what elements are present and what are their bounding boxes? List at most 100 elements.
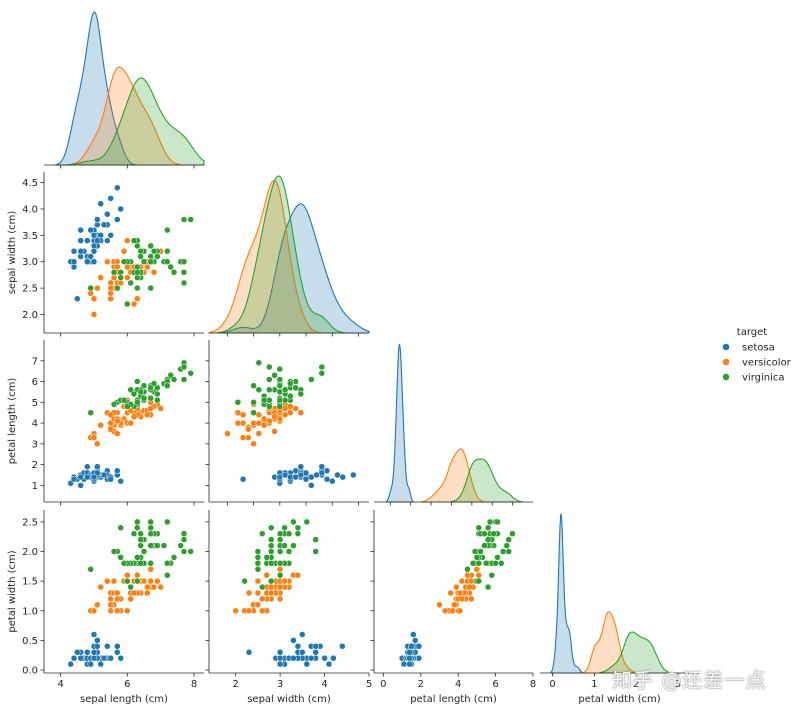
point-virginica-44 [147,384,154,392]
point-virginica-39 [281,542,288,549]
point-versicolor-42 [255,419,263,427]
point-setosa-45 [84,473,91,481]
point-versicolor-49 [266,417,273,425]
kde-virginica-sepal-length [67,77,205,166]
x-tick-label: 2 [418,679,424,690]
point-virginica-30 [170,376,178,383]
legend-marker-setosa [722,343,730,351]
point-virginica-42 [117,274,124,281]
point-virginica-25 [164,560,171,567]
x-tick-label: 0 [549,679,555,690]
point-virginica-31 [187,548,194,555]
point-versicolor-45 [458,595,466,603]
point-virginica-40 [147,524,154,532]
point-versicolor-11 [458,577,466,585]
x-axis-label: petal length (cm) [410,694,497,705]
point-versicolor-18 [130,300,138,308]
point-virginica-19 [124,577,131,585]
x-tick-label: 1 [591,679,597,690]
point-versicolor-37 [239,411,247,419]
point-setosa-41 [74,649,81,656]
point-setosa-34 [87,253,94,260]
point-virginica-29 [164,258,171,265]
point-virginica-45 [147,394,154,402]
point-setosa-15 [114,643,121,650]
point-setosa-38 [70,258,78,265]
point-setosa-49 [90,242,98,250]
point-virginica-29 [488,571,496,579]
point-versicolor-25 [144,583,151,591]
y-axis-label: petal width (cm) [7,550,18,632]
point-versicolor-48 [436,601,443,609]
point-setosa-23 [290,637,297,644]
point-versicolor-49 [114,589,121,597]
point-virginica-19 [241,577,248,585]
point-setosa-14 [117,477,124,485]
point-versicolor-43 [90,295,98,302]
point-setosa-45 [84,258,91,265]
y-tick-label: 5 [32,398,38,409]
legend-label-versicolor: versicolor [742,358,792,369]
panel-petal-width-vs-sepal-length: 0.0 0.5 1.0 1.5 2.0 2.5 petal width (cm) 4 6 8 sep… [7,510,204,705]
point-virginica-22 [180,548,188,555]
point-setosa-23 [94,637,101,644]
point-setosa-36 [107,232,114,239]
point-virginica-25 [164,247,171,255]
point-virginica-7 [167,263,174,271]
panel-petal-length-vs-sepal-length: 1 2 3 4 5 6 7 petal length (cm) [7,340,204,506]
point-setosa-15 [339,643,346,650]
point-versicolor-49 [114,417,121,425]
point-setosa-45 [276,473,284,481]
point-versicolor-9 [97,274,104,281]
point-virginica-46 [250,399,257,406]
point-setosa-15 [114,184,121,192]
point-virginica-41 [154,253,161,260]
point-virginica-45 [276,530,284,537]
point-versicolor-14 [447,589,454,597]
point-versicolor-43 [90,434,98,441]
axes-layer: 2.0 2.5 3.0 3.5 4.0 4.5 sepal width (cm) 1 2 3 4 5 6… [7,11,699,705]
point-virginica-39 [154,390,161,398]
point-virginica-42 [260,396,268,404]
x-tick-label: 4 [57,679,63,690]
point-setosa-43 [90,631,98,638]
point-versicolor-2 [154,577,161,585]
point-virginica-49 [120,396,128,404]
point-setosa-46 [94,216,101,223]
point-setosa-6 [77,237,84,244]
point-versicolor-31 [449,607,456,615]
point-virginica-31 [499,548,507,555]
point-virginica-24 [290,542,297,549]
point-virginica-21 [110,548,118,555]
point-setosa-36 [107,475,114,483]
point-versicolor-30 [107,601,114,609]
point-virginica-9 [494,518,501,526]
x-tick-label: 0 [380,679,386,690]
point-setosa-41 [245,649,253,656]
point-versicolor-48 [94,284,101,292]
kde-setosa-petal-length [386,343,414,503]
point-virginica-30 [170,554,178,561]
y-tick-label: 1 [32,481,38,492]
watermark-text: 知乎 @还差一点 [612,668,767,692]
point-setosa-47 [77,473,84,481]
point-virginica-43 [490,530,497,537]
point-virginica-43 [285,530,293,537]
point-virginica-30 [494,554,501,561]
legend-label-virginica: virginica [742,373,785,384]
point-setosa-24 [84,237,91,244]
point-virginica-33 [134,269,141,276]
point-setosa-39 [94,237,101,244]
legend-title: target [737,327,767,338]
x-tick-label: 6 [124,679,130,690]
point-setosa-13 [400,660,408,668]
point-virginica-26 [267,560,275,567]
point-virginica-8 [147,284,154,292]
point-virginica-38 [276,403,284,410]
point-setosa-16 [104,210,111,218]
point-setosa-14 [117,654,124,662]
point-setosa-43 [302,469,310,477]
point-versicolor-6 [134,571,141,579]
point-setosa-45 [276,649,284,656]
point-virginica-22 [505,548,512,555]
